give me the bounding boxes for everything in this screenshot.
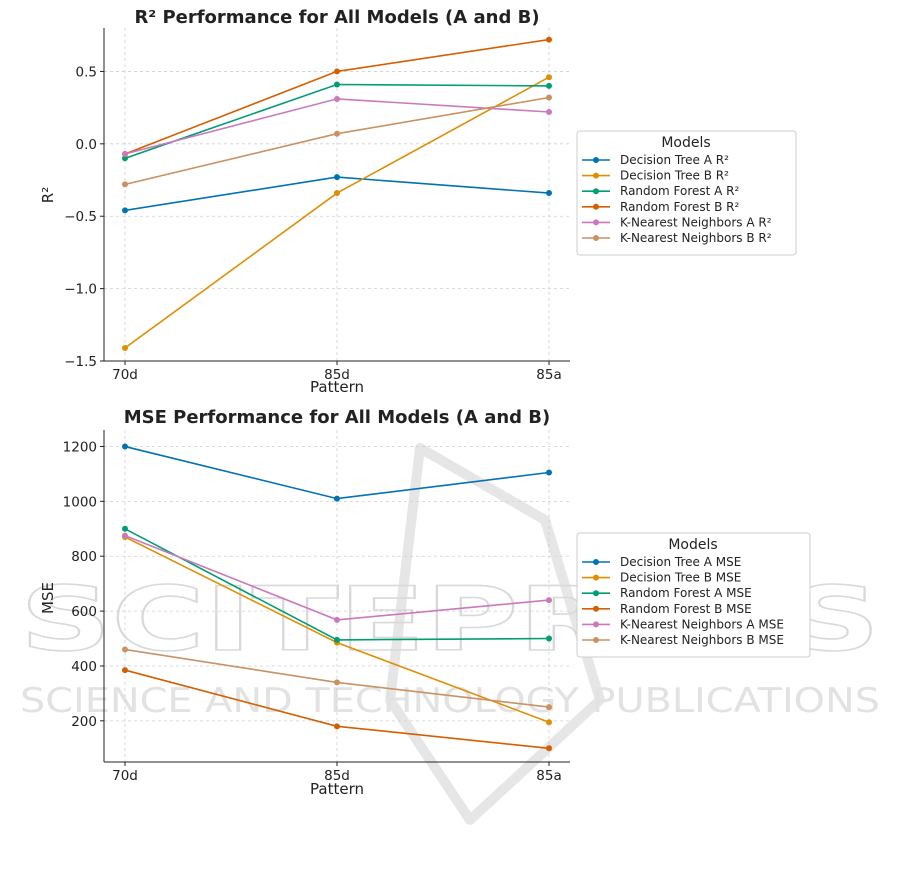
data-point	[122, 667, 128, 674]
chart-title: R² Performance for All Models (A and B)	[134, 7, 539, 28]
y-tick-label: −0.5	[64, 209, 97, 225]
y-tick-label: 0.0	[76, 137, 97, 153]
legend-marker	[593, 188, 599, 195]
y-tick-label: 0.5	[76, 64, 97, 80]
x-tick-label: 70d	[112, 768, 138, 784]
legend-marker	[593, 203, 599, 210]
x-tick-label: 85a	[536, 768, 561, 784]
mse-chart: MSE Performance for All Models (A and B)…	[39, 407, 811, 798]
legend-marker	[593, 559, 599, 565]
legend-label: K-Nearest Neighbors A MSE	[620, 617, 784, 631]
legend-label: Random Forest B R²	[620, 200, 740, 214]
y-tick-label: 600	[71, 604, 97, 620]
x-tick-labels: 70d 85d 85a	[112, 361, 562, 383]
y-tick-label: 1000	[63, 494, 97, 510]
x-tick-label: 70d	[112, 367, 138, 383]
y-axis-label: MSE	[39, 582, 57, 614]
legend-marker	[593, 605, 599, 612]
legend-label: Decision Tree B R²	[620, 169, 729, 183]
data-point	[122, 443, 128, 450]
x-axis-label: Pattern	[310, 780, 364, 798]
data-point	[122, 207, 128, 214]
legend-label: Decision Tree B MSE	[620, 571, 741, 585]
y-axis-label: R²	[39, 187, 57, 203]
data-point	[546, 469, 552, 476]
data-point	[122, 150, 128, 157]
legend-label: Decision Tree A R²	[620, 153, 729, 167]
y-tick-labels: −1.5 −1.0 −0.5 0.0 0.5	[64, 64, 104, 370]
data-point	[334, 495, 340, 502]
data-point	[122, 344, 128, 351]
legend-title: Models	[668, 537, 717, 553]
data-point	[546, 94, 552, 101]
legend-marker	[593, 574, 599, 581]
legend-label: Random Forest B MSE	[620, 602, 752, 616]
data-point	[334, 190, 340, 197]
x-tick-label: 85d	[324, 367, 350, 383]
r2-chart: R² Performance for All Models (A and B) …	[39, 7, 797, 396]
legend-box	[576, 130, 797, 256]
data-point	[334, 174, 340, 181]
legend-marker	[593, 637, 599, 643]
legend-box	[576, 532, 811, 658]
series-line	[124, 76, 550, 349]
data-point	[546, 74, 552, 81]
legend-marker	[593, 157, 599, 163]
data-point	[546, 82, 552, 89]
data-point	[122, 181, 128, 188]
y-tick-label: −1.0	[64, 282, 97, 298]
series-group	[122, 36, 552, 351]
data-point	[546, 635, 552, 642]
legend-marker	[593, 172, 599, 179]
data-point	[546, 190, 552, 197]
data-point	[334, 81, 340, 88]
legend-label: K-Nearest Neighbors B R²	[620, 231, 772, 245]
series-group	[122, 443, 552, 752]
data-point	[122, 532, 128, 539]
data-point	[546, 745, 552, 752]
legend-marker	[593, 235, 599, 241]
y-tick-label: −1.5	[64, 354, 97, 370]
legend-label: K-Nearest Neighbors A R²	[620, 215, 772, 229]
y-tick-label: 800	[71, 549, 97, 565]
y-tick-label: 1200	[63, 439, 97, 455]
data-point	[334, 636, 340, 643]
y-tick-label: 200	[71, 714, 97, 730]
data-point	[546, 36, 552, 43]
data-point	[122, 646, 128, 653]
legend-label: Random Forest A R²	[620, 184, 739, 198]
data-point	[334, 68, 340, 75]
legend-marker	[593, 621, 599, 628]
watermark-sub-text: SCIENCE AND TECHNOLOGY PUBLICATIONS	[20, 681, 880, 721]
data-point	[334, 679, 340, 686]
watermark-logo-shape	[385, 443, 605, 825]
data-point	[122, 155, 128, 162]
legend-label: Random Forest A MSE	[620, 586, 752, 600]
data-point	[546, 108, 552, 115]
y-tick-label: 400	[71, 659, 97, 675]
y-tick-labels: 200 400 600 800 1000 1200	[63, 439, 104, 730]
legend-label: Decision Tree A MSE	[620, 555, 741, 569]
legend: Models Decision Tree A R² Decision Tree B…	[576, 130, 797, 256]
data-point	[334, 95, 340, 102]
x-tick-label: 85d	[324, 768, 350, 784]
data-point	[122, 525, 128, 532]
legend-title: Models	[661, 135, 710, 151]
chart-title: MSE Performance for All Models (A and B)	[124, 407, 551, 428]
series-line	[124, 96, 550, 186]
x-tick-label: 85a	[536, 367, 561, 383]
x-axis-label: Pattern	[310, 378, 364, 396]
data-point	[334, 723, 340, 730]
x-tick-labels: 70d 85d 85a	[112, 762, 562, 784]
legend-marker	[593, 590, 599, 597]
legend: Models Decision Tree A MSE Decision Tree …	[576, 532, 811, 658]
data-point	[334, 130, 340, 137]
legend-marker	[593, 219, 599, 226]
data-point	[546, 704, 552, 711]
data-point	[334, 616, 340, 623]
data-point	[546, 719, 552, 726]
data-point	[546, 597, 552, 604]
legend-label: K-Nearest Neighbors B MSE	[620, 633, 784, 647]
